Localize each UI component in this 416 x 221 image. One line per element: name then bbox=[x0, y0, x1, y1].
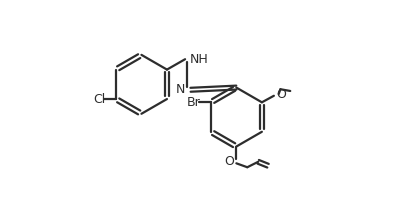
Text: NH: NH bbox=[190, 53, 209, 66]
Text: Br: Br bbox=[186, 96, 200, 109]
Text: Cl: Cl bbox=[93, 93, 105, 106]
Text: O: O bbox=[277, 88, 286, 101]
Text: O: O bbox=[224, 155, 234, 168]
Text: N: N bbox=[175, 83, 185, 96]
